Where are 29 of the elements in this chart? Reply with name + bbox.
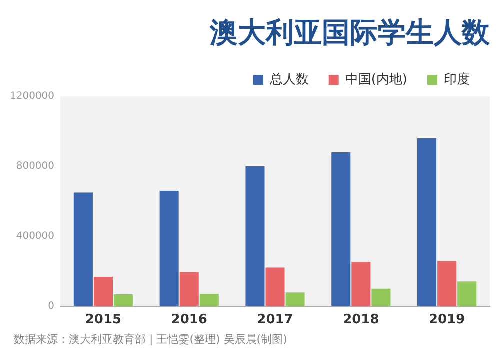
x-tick-label: 2018 [343,312,380,328]
bar [74,192,93,306]
bar [266,268,285,306]
bar [200,294,219,306]
bar [180,272,199,306]
bar [286,292,305,306]
bar [332,152,351,306]
x-tick-label: 2015 [85,312,122,328]
y-tick-label: 800000 [16,161,55,172]
source-note: 数据来源：澳大利亚教育部 | 王恺雯(整理) 吴辰晨(制图) [14,332,288,346]
bar [114,294,134,306]
chart-title: 澳大利亚国际学生人数 [209,16,491,50]
legend-label: 总人数 [268,72,309,88]
bar [417,138,437,306]
x-tick-label: 2017 [257,312,294,328]
bar [372,288,391,306]
legend-label: 中国(内地) [345,72,408,88]
bar [160,191,179,306]
y-tick-label: 1200000 [10,91,55,102]
bar [246,166,265,306]
legend-label: 印度 [444,71,470,88]
x-tick-label: 2019 [428,312,466,328]
y-tick-label: 400000 [16,231,55,242]
x-tick-label: 2016 [171,312,208,328]
y-tick-label: 0 [48,300,55,312]
bar [352,262,371,306]
bar [94,277,114,306]
bar [458,282,477,306]
bar [438,261,457,306]
